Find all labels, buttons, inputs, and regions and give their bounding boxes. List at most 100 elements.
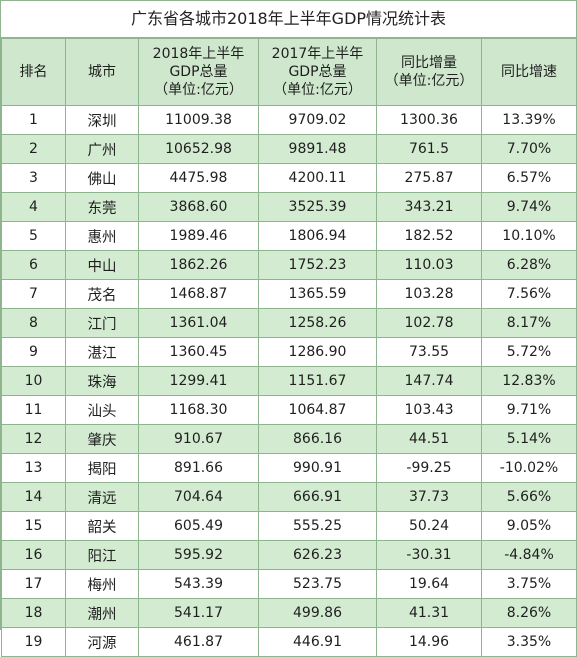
table-row: 8 江门 1361.04 1258.26 102.78 8.17% bbox=[1, 308, 577, 338]
cell-rank: 5 bbox=[1, 221, 66, 251]
cell-rank: 1 bbox=[1, 105, 66, 135]
table-row: 10 珠海 1299.41 1151.67 147.74 12.83% bbox=[1, 366, 577, 396]
cell-gdp-2018: 3868.60 bbox=[138, 192, 259, 222]
cell-rank: 10 bbox=[1, 366, 66, 396]
table-row: 5 惠州 1989.46 1806.94 182.52 10.10% bbox=[1, 221, 577, 251]
header-gdp-2017-line-3: （单位:亿元） bbox=[273, 82, 362, 98]
cell-growth: 9.05% bbox=[481, 511, 577, 541]
cell-growth: 8.17% bbox=[481, 308, 577, 338]
header-gdp-2017: 2017年上半年 GDP总量 （单位:亿元） bbox=[258, 38, 377, 106]
cell-increase: 103.28 bbox=[376, 279, 482, 309]
cell-gdp-2018: 891.66 bbox=[138, 453, 259, 483]
cell-rank: 16 bbox=[1, 540, 66, 570]
header-gdp-2018-line-3: （单位:亿元） bbox=[154, 82, 243, 98]
cell-gdp-2017: 1286.90 bbox=[258, 337, 377, 367]
table-row: 6 中山 1862.26 1752.23 110.03 6.28% bbox=[1, 250, 577, 280]
cell-gdp-2018: 605.49 bbox=[138, 511, 259, 541]
cell-city: 广州 bbox=[65, 134, 139, 164]
header-rank: 排名 bbox=[1, 38, 66, 106]
cell-increase: 1300.36 bbox=[376, 105, 482, 135]
table-row: 18 潮州 541.17 499.86 41.31 8.26% bbox=[1, 598, 577, 628]
cell-gdp-2018: 704.64 bbox=[138, 482, 259, 512]
table-row: 3 佛山 4475.98 4200.11 275.87 6.57% bbox=[1, 163, 577, 193]
cell-gdp-2018: 1361.04 bbox=[138, 308, 259, 338]
cell-city: 东莞 bbox=[65, 192, 139, 222]
cell-growth: 6.28% bbox=[481, 250, 577, 280]
cell-gdp-2017: 523.75 bbox=[258, 569, 377, 599]
cell-city: 韶关 bbox=[65, 511, 139, 541]
cell-growth: 10.10% bbox=[481, 221, 577, 251]
cell-growth: 12.83% bbox=[481, 366, 577, 396]
cell-city: 河源 bbox=[65, 627, 139, 657]
cell-gdp-2018: 1168.30 bbox=[138, 395, 259, 425]
cell-gdp-2017: 1806.94 bbox=[258, 221, 377, 251]
cell-gdp-2017: 1258.26 bbox=[258, 308, 377, 338]
cell-growth: 8.26% bbox=[481, 598, 577, 628]
header-gdp-2017-line-2: GDP总量 bbox=[288, 64, 347, 80]
cell-city: 茂名 bbox=[65, 279, 139, 309]
cell-growth: 13.39% bbox=[481, 105, 577, 135]
table-row: 14 清远 704.64 666.91 37.73 5.66% bbox=[1, 482, 577, 512]
cell-growth: 3.75% bbox=[481, 569, 577, 599]
cell-increase: 761.5 bbox=[376, 134, 482, 164]
cell-growth: 5.66% bbox=[481, 482, 577, 512]
cell-gdp-2017: 3525.39 bbox=[258, 192, 377, 222]
cell-gdp-2018: 543.39 bbox=[138, 569, 259, 599]
cell-gdp-2017: 1151.67 bbox=[258, 366, 377, 396]
cell-growth: 7.56% bbox=[481, 279, 577, 309]
cell-growth: -10.02% bbox=[481, 453, 577, 483]
cell-gdp-2017: 1064.87 bbox=[258, 395, 377, 425]
cell-gdp-2017: 9891.48 bbox=[258, 134, 377, 164]
cell-increase: 37.73 bbox=[376, 482, 482, 512]
table-row: 11 汕头 1168.30 1064.87 103.43 9.71% bbox=[1, 395, 577, 425]
cell-gdp-2017: 9709.02 bbox=[258, 105, 377, 135]
cell-rank: 13 bbox=[1, 453, 66, 483]
cell-gdp-2017: 866.16 bbox=[258, 424, 377, 454]
header-increase-line-2: （单位:亿元） bbox=[384, 73, 474, 89]
cell-rank: 3 bbox=[1, 163, 66, 193]
cell-gdp-2018: 541.17 bbox=[138, 598, 259, 628]
cell-gdp-2018: 4475.98 bbox=[138, 163, 259, 193]
cell-city: 揭阳 bbox=[65, 453, 139, 483]
cell-city: 梅州 bbox=[65, 569, 139, 599]
cell-rank: 7 bbox=[1, 279, 66, 309]
cell-city: 清远 bbox=[65, 482, 139, 512]
cell-gdp-2017: 990.91 bbox=[258, 453, 377, 483]
gdp-table: 排名 城市 2018年上半年 GDP总量 （单位:亿元） 2017年上半年 GD… bbox=[1, 38, 577, 657]
cell-increase: 182.52 bbox=[376, 221, 482, 251]
cell-increase: 73.55 bbox=[376, 337, 482, 367]
cell-rank: 11 bbox=[1, 395, 66, 425]
cell-city: 深圳 bbox=[65, 105, 139, 135]
cell-increase: 19.64 bbox=[376, 569, 482, 599]
cell-increase: -30.31 bbox=[376, 540, 482, 570]
cell-rank: 4 bbox=[1, 192, 66, 222]
cell-increase: 103.43 bbox=[376, 395, 482, 425]
header-row: 排名 城市 2018年上半年 GDP总量 （单位:亿元） 2017年上半年 GD… bbox=[1, 38, 577, 106]
header-increase: 同比增量 （单位:亿元） bbox=[376, 38, 482, 106]
cell-gdp-2018: 1360.45 bbox=[138, 337, 259, 367]
table-header: 排名 城市 2018年上半年 GDP总量 （单位:亿元） 2017年上半年 GD… bbox=[1, 38, 577, 106]
table-row: 2 广州 10652.98 9891.48 761.5 7.70% bbox=[1, 134, 577, 164]
cell-growth: 5.72% bbox=[481, 337, 577, 367]
cell-gdp-2017: 1365.59 bbox=[258, 279, 377, 309]
table-row: 17 梅州 543.39 523.75 19.64 3.75% bbox=[1, 569, 577, 599]
header-increase-line-1: 同比增量 bbox=[401, 55, 457, 71]
cell-increase: 44.51 bbox=[376, 424, 482, 454]
cell-city: 惠州 bbox=[65, 221, 139, 251]
cell-increase: 14.96 bbox=[376, 627, 482, 657]
cell-city: 潮州 bbox=[65, 598, 139, 628]
cell-rank: 6 bbox=[1, 250, 66, 280]
cell-growth: 6.57% bbox=[481, 163, 577, 193]
cell-growth: -4.84% bbox=[481, 540, 577, 570]
cell-city: 阳江 bbox=[65, 540, 139, 570]
header-gdp-2017-line-1: 2017年上半年 bbox=[271, 46, 364, 62]
table-row: 9 湛江 1360.45 1286.90 73.55 5.72% bbox=[1, 337, 577, 367]
table-row: 15 韶关 605.49 555.25 50.24 9.05% bbox=[1, 511, 577, 541]
cell-gdp-2018: 1989.46 bbox=[138, 221, 259, 251]
cell-rank: 2 bbox=[1, 134, 66, 164]
table-row: 13 揭阳 891.66 990.91 -99.25 -10.02% bbox=[1, 453, 577, 483]
cell-city: 江门 bbox=[65, 308, 139, 338]
cell-gdp-2017: 626.23 bbox=[258, 540, 377, 570]
cell-increase: -99.25 bbox=[376, 453, 482, 483]
cell-gdp-2018: 595.92 bbox=[138, 540, 259, 570]
